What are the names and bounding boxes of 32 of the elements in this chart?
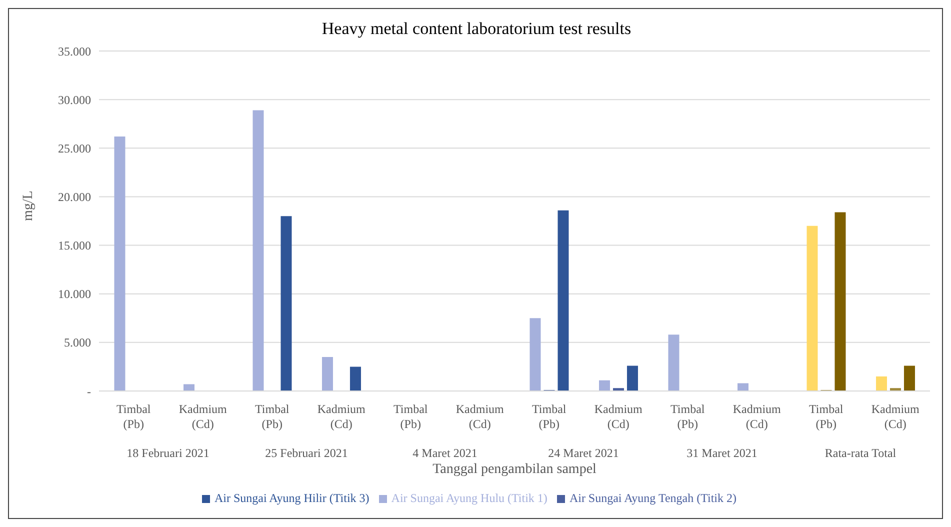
text: 31 Maret 2021	[686, 446, 758, 460]
y-axis-title: mg/L	[20, 190, 36, 221]
y-tick-label: 25.000	[58, 141, 91, 156]
text: 24 Maret 2021	[548, 446, 619, 460]
x-tick-label: Kadmium (Cd)	[594, 402, 644, 431]
text: 4 Maret 2021	[412, 446, 478, 460]
text: 18 Februari 2021	[126, 446, 210, 460]
x-tick-label: Kadmium (Cd)	[871, 402, 920, 431]
x-tick-label: Timbal (Pb)	[809, 402, 844, 431]
y-tick-label: 30.000	[58, 92, 91, 107]
y-tick-label: 35.000	[58, 44, 91, 58]
y-tick-label: 5.000	[64, 336, 91, 350]
chart-title: Heavy metal content laboratorium test results	[320, 19, 632, 39]
legend-label: Air Sungai Ayung Hilir (Titik 3)	[214, 491, 370, 505]
x-tick-label: Timbal (Pb)	[116, 402, 152, 431]
x-tick-label: Kadmium (Cd)	[456, 402, 505, 431]
x-tick-label: Kadmium (Cd)	[178, 402, 228, 431]
y-tick-label: 20.000	[58, 190, 91, 204]
x-tick-label: Kadmium (Cd)	[317, 402, 366, 431]
legend-label: Air Sungai Ayung Hulu (Titik 1)	[391, 491, 548, 505]
x-tick-label: Timbal (Pb)	[394, 402, 428, 431]
x-tick-label: Timbal (Pb)	[532, 402, 567, 431]
x-tick-label: Timbal (Pb)	[670, 402, 706, 431]
y-tick-label: 10.000	[58, 287, 91, 302]
legend-label: Air Sungai Ayung Tengah (Titik 2)	[569, 491, 736, 505]
text: 25 Februari 2021	[265, 446, 348, 460]
y-tick-label: 15.000	[58, 238, 91, 253]
text: Rata-rata Total	[824, 446, 897, 460]
x-tick-label: Kadmium (Cd)	[732, 402, 782, 431]
x-axis-title: Tanggal pengambilan sampel	[432, 462, 597, 477]
x-tick-label: Timbal (Pb)	[255, 402, 290, 431]
y-tick-label: -	[87, 384, 91, 398]
